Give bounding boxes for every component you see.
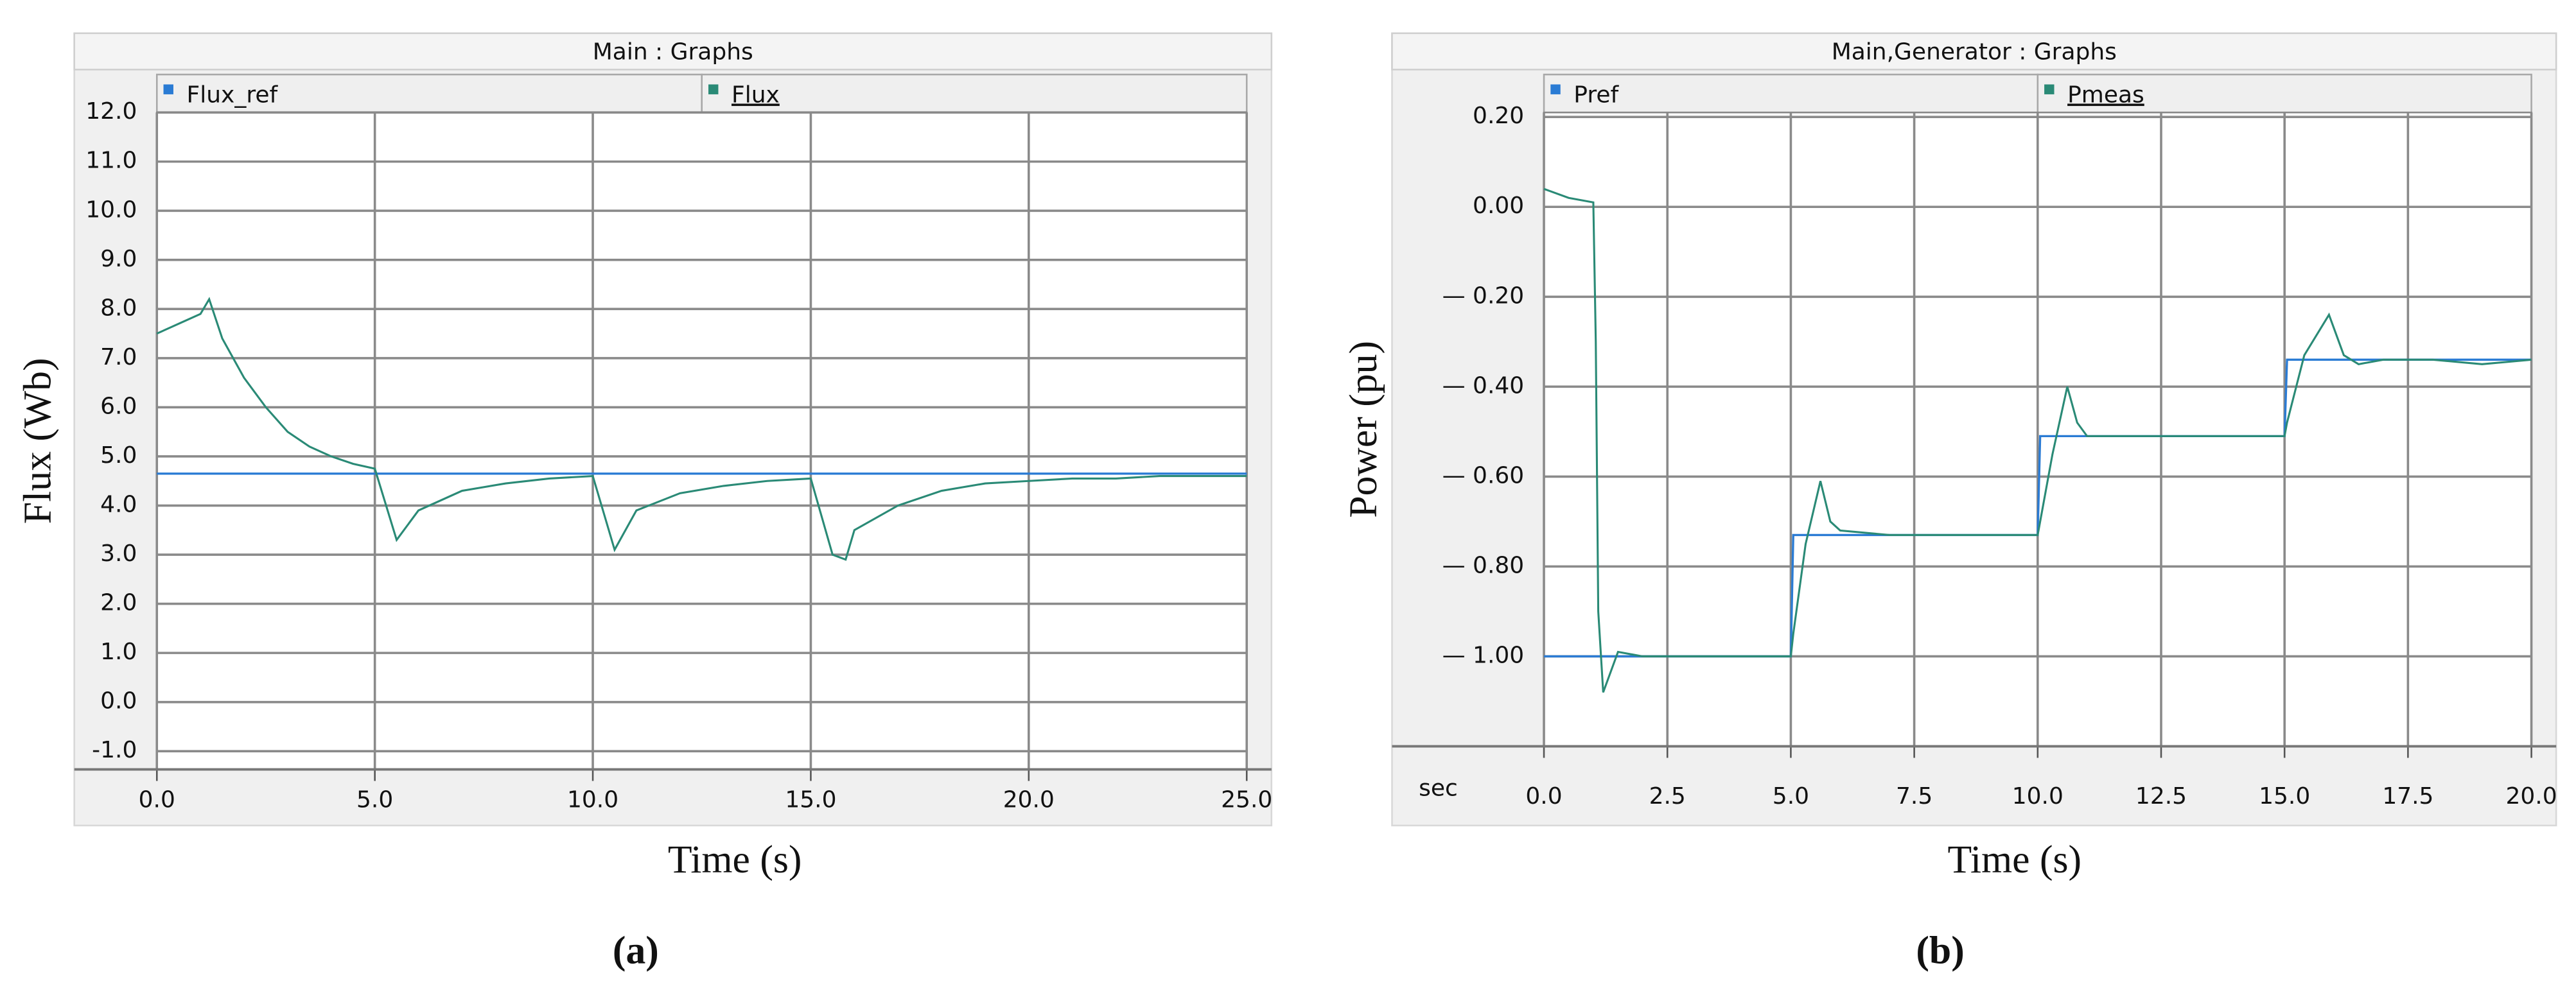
chart-title: Main : Graphs [593,39,753,65]
legend-box [701,73,1248,114]
x-axis-title: Time (s) [668,838,802,881]
y-tick-label: 0.20 [1473,103,1524,129]
y-tick-label: 3.0 [100,541,137,567]
y-tick-label: — 0.20 [1442,282,1525,309]
title-bar [73,32,1273,71]
y-tick-label: 0.0 [100,688,137,714]
x-tick-label: 20.0 [1003,786,1055,813]
x-tick-label: 15.0 [2259,783,2310,809]
legend-label: Pmeas [2067,82,2144,108]
y-tick-label: — 0.60 [1442,462,1525,489]
y-tick-label: -1.0 [92,737,137,763]
y-tick-label: 5.0 [100,442,137,469]
y-tick-label: 9.0 [100,246,137,272]
data-line [156,297,1247,561]
legend-swatch [708,84,719,94]
legend-swatch [1550,84,1561,94]
legend-box [2037,73,2532,114]
y-tick-label: 12.0 [85,98,137,125]
legend-swatch [2044,84,2055,94]
y-tick-label: 0.00 [1473,193,1524,219]
y-tick-label: — 0.80 [1442,552,1525,578]
legend-label: Pref [1573,82,1619,108]
x-tick-label: 10.0 [2012,783,2063,809]
y-tick-label: — 0.40 [1442,372,1525,399]
x-tick-label: 0.0 [1525,783,1562,809]
x-tick-label: 5.0 [1773,783,1809,809]
y-tick-label: 7.0 [100,344,137,370]
y-tick-label: 1.0 [100,639,137,665]
plot-area [155,111,1248,770]
x-tick-label: 2.5 [1649,783,1686,809]
y-tick-label: 6.0 [100,393,137,419]
x-axis-title: Time (s) [1948,838,2082,881]
legend-label: Flux_ref [187,82,279,108]
y-tick-label: 2.0 [100,590,137,616]
title-bar [1391,32,2557,71]
y-tick-label: 8.0 [100,295,137,321]
x-tick-label: 17.5 [2382,783,2433,809]
x-unit-label: sec [1419,775,1458,801]
chart-title: Main,Generator : Graphs [1832,39,2117,65]
y-axis-title: Power (pu) [1342,341,1385,518]
x-tick-label: 7.5 [1896,783,1932,809]
x-tick-label: 0.0 [139,786,175,813]
x-tick-label: 15.0 [785,786,836,813]
x-tick-label: 25.0 [1221,786,1272,813]
y-axis-title: Flux (Wb) [15,358,59,524]
panel-label: (b) [1916,929,1964,973]
legend-box [1543,73,2039,114]
x-tick-label: 10.0 [567,786,618,813]
x-tick-label: 12.5 [2135,783,2187,809]
panel-label: (a) [613,929,659,973]
x-tick-label: 5.0 [356,786,393,813]
legend-label: Flux [732,82,780,108]
x-tick-label: 20.0 [2506,783,2557,809]
y-tick-label: 4.0 [100,492,137,518]
y-tick-label: 10.0 [85,196,137,223]
legend-swatch [163,84,173,94]
y-tick-label: 11.0 [85,148,137,174]
data-line [1543,187,2532,693]
y-tick-label: — 1.00 [1442,642,1525,668]
